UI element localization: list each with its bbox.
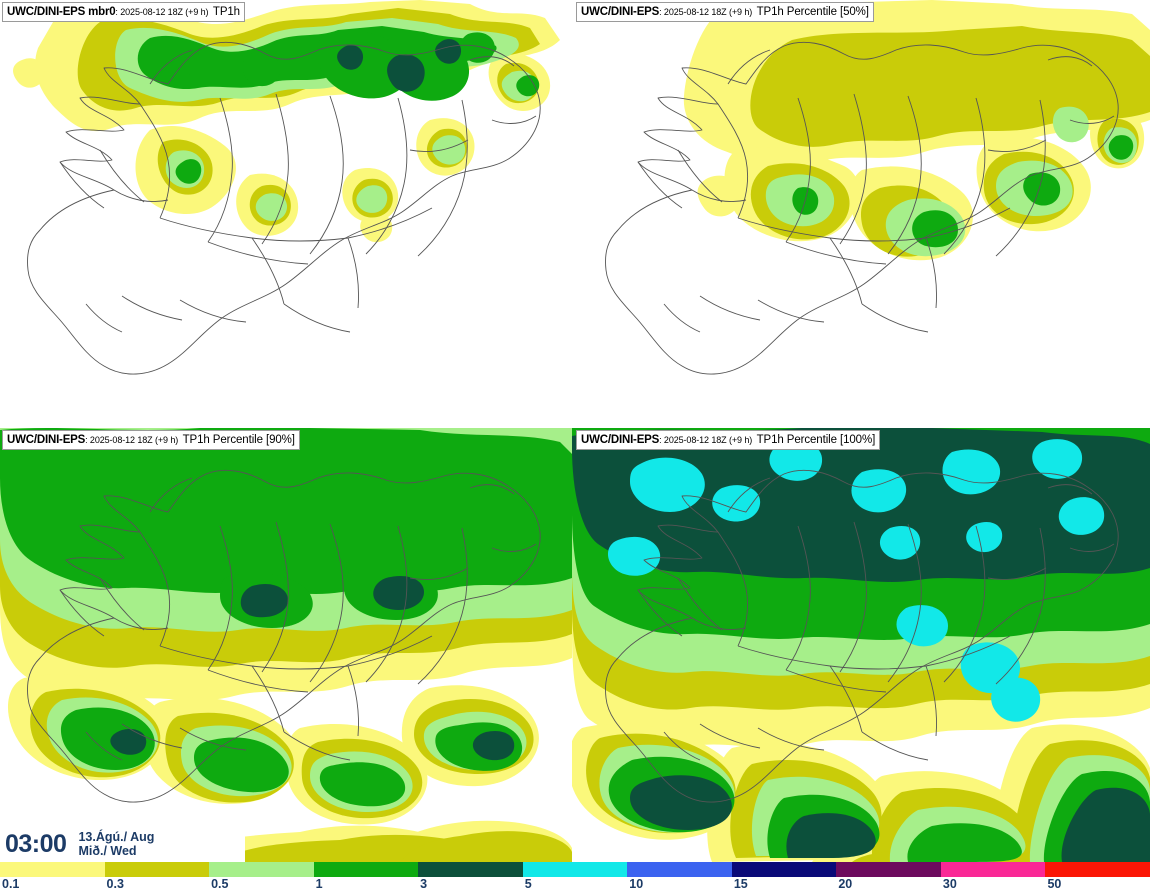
forecast-panel-p90[interactable]: UWC/DINI-EPS: 2025-08-12 18Z (+9 h) TP1h… xyxy=(0,428,572,862)
colorbar-tick: 15 xyxy=(733,877,748,891)
colorbar-tick: 0.3 xyxy=(106,877,124,891)
valid-time-box: 03:00 13.Ágú./ Aug Mið./ Wed xyxy=(0,826,245,862)
forecast-panel-p50[interactable]: UWC/DINI-EPS: 2025-08-12 18Z (+9 h) TP1h… xyxy=(572,0,1150,428)
colorbar-band xyxy=(627,862,732,877)
precipitation-map-p100 xyxy=(572,428,1150,862)
colorbar-tick: 5 xyxy=(524,877,532,891)
panel-label-p100: UWC/DINI-EPS: 2025-08-12 18Z (+9 h) TP1h… xyxy=(576,430,881,450)
panel-variable: TP1h Percentile [100%] xyxy=(756,434,876,446)
colorbar-band xyxy=(940,862,1046,877)
colorbar-tick-labels: 0.1 0.3 0.5 1 3 5 10 15 20 30 50 xyxy=(0,877,1150,891)
precipitation-map-mbr0 xyxy=(0,0,572,428)
panel-label-mbr0: UWC/DINI-EPS mbr0: 2025-08-12 18Z (+9 h)… xyxy=(2,2,245,22)
valid-weekday: Mið./ Wed xyxy=(78,844,137,858)
panel-run-time: : 2025-08-12 18Z (+9 h) xyxy=(659,7,753,17)
panel-label-p90: UWC/DINI-EPS: 2025-08-12 18Z (+9 h) TP1h… xyxy=(2,430,300,450)
colorbar-band xyxy=(418,862,523,877)
panel-run-time: : 2025-08-12 18Z (+9 h) xyxy=(85,435,179,445)
colorbar-tick: 3 xyxy=(420,877,428,891)
colorbar-tick: 30 xyxy=(942,877,957,891)
colorbar[interactable]: 0.1 0.3 0.5 1 3 5 10 15 20 30 50 xyxy=(0,862,1150,891)
panel-variable: TP1h Percentile [50%] xyxy=(756,6,869,18)
valid-date: 13.Ágú./ Aug xyxy=(78,830,155,844)
colorbar-band xyxy=(104,862,210,877)
forecast-panel-p100[interactable]: UWC/DINI-EPS: 2025-08-12 18Z (+9 h) TP1h… xyxy=(572,428,1150,862)
precipitation-map-p90 xyxy=(0,428,572,862)
colorbar-band xyxy=(313,862,419,877)
colorbar-tick: 0.1 xyxy=(2,877,20,891)
panel-model-name: UWC/DINI-EPS xyxy=(581,6,660,18)
colorbar-tick: 20 xyxy=(838,877,853,891)
colorbar-tick: 1 xyxy=(315,877,323,891)
panel-model-name: UWC/DINI-EPS mbr0 xyxy=(7,6,116,18)
panel-label-p50: UWC/DINI-EPS: 2025-08-12 18Z (+9 h) TP1h… xyxy=(576,2,874,22)
precipitation-map-p50 xyxy=(572,0,1150,428)
colorbar-tick: 10 xyxy=(629,877,644,891)
colorbar-bands xyxy=(0,862,1150,877)
colorbar-tick: 50 xyxy=(1047,877,1062,891)
colorbar-band xyxy=(522,862,628,877)
colorbar-band xyxy=(209,862,314,877)
panel-model-name: UWC/DINI-EPS xyxy=(581,434,660,446)
colorbar-band xyxy=(1045,862,1150,877)
colorbar-band xyxy=(731,862,837,877)
valid-date-block: 13.Ágú./ Aug Mið./ Wed xyxy=(78,830,154,858)
panel-variable: TP1h xyxy=(212,6,240,18)
colorbar-band xyxy=(836,862,941,877)
colorbar-tick: 0.5 xyxy=(211,877,229,891)
panel-model-name: UWC/DINI-EPS xyxy=(7,434,86,446)
panel-run-time: : 2025-08-12 18Z (+9 h) xyxy=(659,435,753,445)
panel-variable: TP1h Percentile [90%] xyxy=(182,434,295,446)
panel-run-time: : 2025-08-12 18Z (+9 h) xyxy=(115,7,209,17)
valid-time-clock: 03:00 xyxy=(5,829,67,858)
panel-grid: UWC/DINI-EPS mbr0: 2025-08-12 18Z (+9 h)… xyxy=(0,0,1150,862)
forecast-panel-mbr0[interactable]: UWC/DINI-EPS mbr0: 2025-08-12 18Z (+9 h)… xyxy=(0,0,572,428)
colorbar-band xyxy=(0,862,105,877)
